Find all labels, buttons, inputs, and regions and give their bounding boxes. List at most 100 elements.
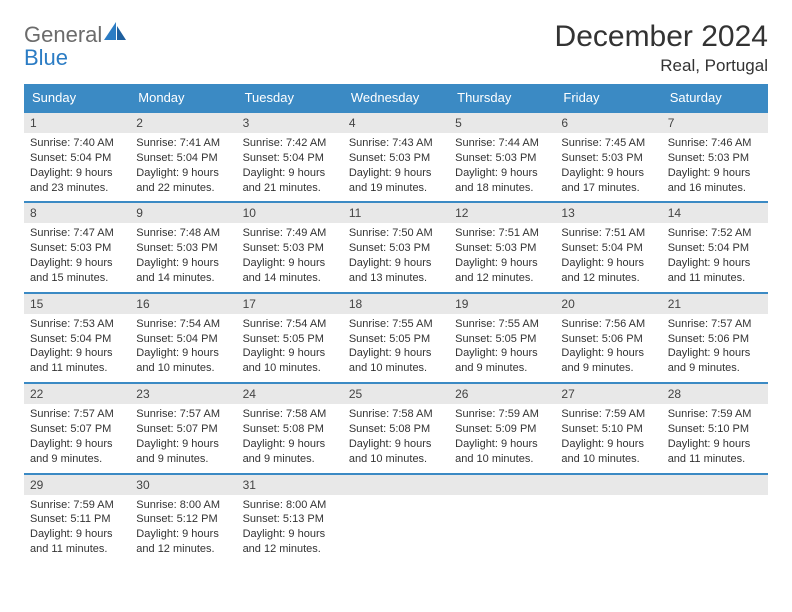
day-number: 31 <box>237 475 343 495</box>
calendar-cell: 8Sunrise: 7:47 AMSunset: 5:03 PMDaylight… <box>24 202 130 292</box>
calendar-cell: 11Sunrise: 7:50 AMSunset: 5:03 PMDayligh… <box>343 202 449 292</box>
calendar-cell: 30Sunrise: 8:00 AMSunset: 5:12 PMDayligh… <box>130 474 236 563</box>
calendar-cell <box>343 474 449 563</box>
sunrise-text: Sunrise: 7:50 AM <box>349 226 443 241</box>
day-number: 21 <box>662 294 768 314</box>
day-number: 27 <box>555 384 661 404</box>
day-details: Sunrise: 7:42 AMSunset: 5:04 PMDaylight:… <box>237 133 343 201</box>
day-details: Sunrise: 7:46 AMSunset: 5:03 PMDaylight:… <box>662 133 768 201</box>
sunset-text: Sunset: 5:04 PM <box>136 332 230 347</box>
calendar-cell: 3Sunrise: 7:42 AMSunset: 5:04 PMDaylight… <box>237 112 343 202</box>
sunrise-text: Sunrise: 7:53 AM <box>30 317 124 332</box>
calendar-cell: 27Sunrise: 7:59 AMSunset: 5:10 PMDayligh… <box>555 383 661 473</box>
day-details: Sunrise: 7:54 AMSunset: 5:05 PMDaylight:… <box>237 314 343 382</box>
daylight-text: Daylight: 9 hours and 15 minutes. <box>30 256 124 286</box>
sunrise-text: Sunrise: 7:52 AM <box>668 226 762 241</box>
sunrise-text: Sunrise: 7:49 AM <box>243 226 337 241</box>
sunset-text: Sunset: 5:08 PM <box>349 422 443 437</box>
calendar-cell: 29Sunrise: 7:59 AMSunset: 5:11 PMDayligh… <box>24 474 130 563</box>
daylight-text: Daylight: 9 hours and 9 minutes. <box>668 346 762 376</box>
page-header: General Blue December 2024 Real, Portuga… <box>24 20 768 76</box>
calendar-cell <box>555 474 661 563</box>
calendar-week-row: 1Sunrise: 7:40 AMSunset: 5:04 PMDaylight… <box>24 112 768 202</box>
calendar-cell: 6Sunrise: 7:45 AMSunset: 5:03 PMDaylight… <box>555 112 661 202</box>
day-number: 15 <box>24 294 130 314</box>
calendar-cell <box>449 474 555 563</box>
day-details: Sunrise: 7:45 AMSunset: 5:03 PMDaylight:… <box>555 133 661 201</box>
sunset-text: Sunset: 5:05 PM <box>349 332 443 347</box>
calendar-cell: 20Sunrise: 7:56 AMSunset: 5:06 PMDayligh… <box>555 293 661 383</box>
calendar-cell: 2Sunrise: 7:41 AMSunset: 5:04 PMDaylight… <box>130 112 236 202</box>
sunset-text: Sunset: 5:10 PM <box>668 422 762 437</box>
day-number: 19 <box>449 294 555 314</box>
sunrise-text: Sunrise: 7:51 AM <box>561 226 655 241</box>
daylight-text: Daylight: 9 hours and 12 minutes. <box>136 527 230 557</box>
logo-sail-icon <box>102 20 128 42</box>
day-number: 20 <box>555 294 661 314</box>
sunrise-text: Sunrise: 7:48 AM <box>136 226 230 241</box>
calendar-cell: 21Sunrise: 7:57 AMSunset: 5:06 PMDayligh… <box>662 293 768 383</box>
daylight-text: Daylight: 9 hours and 16 minutes. <box>668 166 762 196</box>
day-number: 25 <box>343 384 449 404</box>
calendar-cell: 12 Sunrise: 7:51 AMSunset: 5:03 PMDayligh… <box>449 202 555 292</box>
day-header-thu: Thursday <box>449 84 555 112</box>
sunrise-text: Sunrise: 7:57 AM <box>30 407 124 422</box>
day-details: Sunrise: 7:52 AMSunset: 5:04 PMDaylight:… <box>662 223 768 291</box>
day-details <box>449 495 555 557</box>
day-number: 1 <box>24 113 130 133</box>
sunset-text: Sunset: 5:06 PM <box>668 332 762 347</box>
day-number: 4 <box>343 113 449 133</box>
day-number: 16 <box>130 294 236 314</box>
sunset-text: Sunset: 5:05 PM <box>455 332 549 347</box>
daylight-text: Daylight: 9 hours and 10 minutes. <box>561 437 655 467</box>
sunrise-text: Sunrise: 7:58 AM <box>349 407 443 422</box>
sunset-text: Sunset: 5:03 PM <box>349 241 443 256</box>
calendar-cell: 28Sunrise: 7:59 AMSunset: 5:10 PMDayligh… <box>662 383 768 473</box>
day-number: 28 <box>662 384 768 404</box>
calendar-cell: 24Sunrise: 7:58 AMSunset: 5:08 PMDayligh… <box>237 383 343 473</box>
sunset-text: Sunset: 5:05 PM <box>243 332 337 347</box>
day-details: Sunrise: 7:58 AMSunset: 5:08 PMDaylight:… <box>343 404 449 472</box>
sunset-text: Sunset: 5:07 PM <box>136 422 230 437</box>
day-number <box>555 475 661 495</box>
daylight-text: Daylight: 9 hours and 12 minutes. <box>243 527 337 557</box>
sunset-text: Sunset: 5:07 PM <box>30 422 124 437</box>
sunrise-text: Sunrise: 7:58 AM <box>243 407 337 422</box>
day-header-mon: Monday <box>130 84 236 112</box>
day-number: 18 <box>343 294 449 314</box>
sunrise-text: Sunrise: 7:54 AM <box>136 317 230 332</box>
sunrise-text: Sunrise: 7:59 AM <box>455 407 549 422</box>
sunrise-text: Sunrise: 7:45 AM <box>561 136 655 151</box>
calendar-cell: 1Sunrise: 7:40 AMSunset: 5:04 PMDaylight… <box>24 112 130 202</box>
day-details: Sunrise: 7:44 AMSunset: 5:03 PMDaylight:… <box>449 133 555 201</box>
day-number: 9 <box>130 203 236 223</box>
day-number: 22 <box>24 384 130 404</box>
sunrise-text: Sunrise: 7:47 AM <box>30 226 124 241</box>
month-title: December 2024 <box>555 20 768 54</box>
sunset-text: Sunset: 5:08 PM <box>243 422 337 437</box>
day-number: 3 <box>237 113 343 133</box>
day-number: 26 <box>449 384 555 404</box>
sunrise-text: Sunrise: 7:40 AM <box>30 136 124 151</box>
daylight-text: Daylight: 9 hours and 10 minutes. <box>243 346 337 376</box>
daylight-text: Daylight: 9 hours and 19 minutes. <box>349 166 443 196</box>
sunrise-text: Sunrise: 7:57 AM <box>136 407 230 422</box>
logo-word-blue: Blue <box>24 45 68 70</box>
daylight-text: Daylight: 9 hours and 12 minutes. <box>455 256 549 286</box>
sunrise-text: Sunrise: 7:56 AM <box>561 317 655 332</box>
sunrise-text: Sunrise: 7:59 AM <box>561 407 655 422</box>
day-number: 29 <box>24 475 130 495</box>
day-details: Sunrise: 7:48 AMSunset: 5:03 PMDaylight:… <box>130 223 236 291</box>
calendar-cell: 9Sunrise: 7:48 AMSunset: 5:03 PMDaylight… <box>130 202 236 292</box>
day-header-row: Sunday Monday Tuesday Wednesday Thursday… <box>24 84 768 112</box>
day-details: Sunrise: 7:57 AMSunset: 5:07 PMDaylight:… <box>24 404 130 472</box>
calendar-week-row: 15 Sunrise: 7:53 AM Sunset: 5:04 PM Dayligh… <box>24 293 768 383</box>
calendar-cell: 13Sunrise: 7:51 AMSunset: 5:04 PMDayligh… <box>555 202 661 292</box>
day-number: 7 <box>662 113 768 133</box>
sunset-text: Sunset: 5:03 PM <box>455 241 549 256</box>
sunrise-text: Sunrise: 7:41 AM <box>136 136 230 151</box>
day-number: 12 <box>449 203 555 223</box>
sunrise-text: Sunrise: 7:51 AM <box>455 226 549 241</box>
calendar-cell: 25Sunrise: 7:58 AMSunset: 5:08 PMDayligh… <box>343 383 449 473</box>
day-number: 6 <box>555 113 661 133</box>
